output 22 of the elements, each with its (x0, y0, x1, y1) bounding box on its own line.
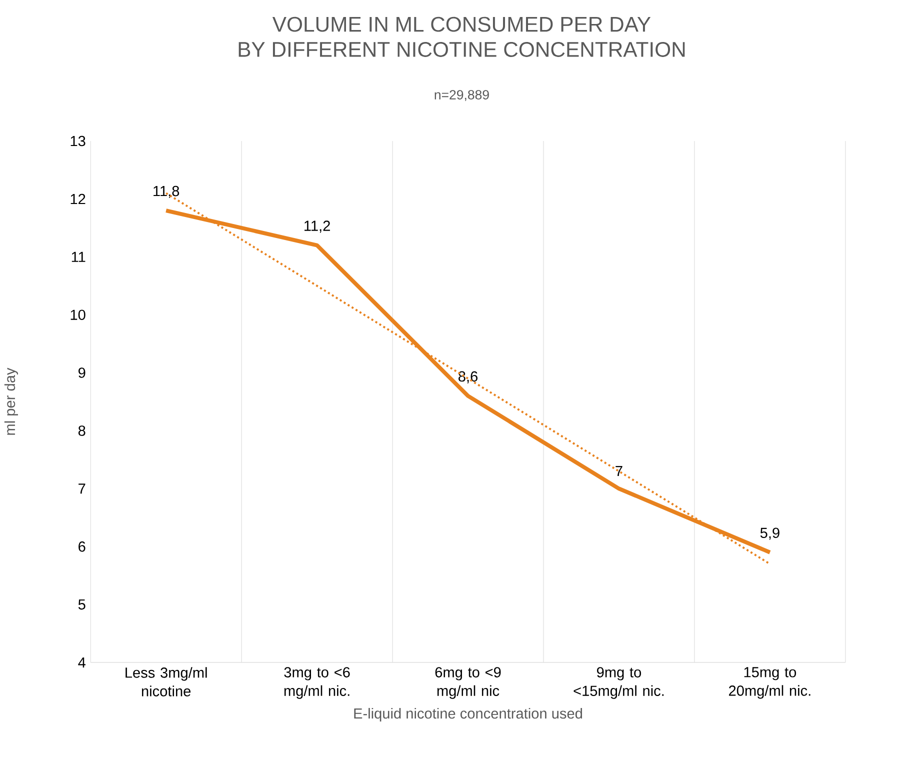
data-label: 5,9 (760, 528, 780, 540)
y-tick-label: 12 (70, 194, 86, 204)
x-tick-label: 15mg to 20mg/ml nic. (728, 667, 810, 699)
y-tick-label: 8 (78, 426, 86, 436)
y-tick-label: 10 (70, 310, 86, 320)
y-axis-title: ml per day (4, 368, 18, 435)
y-tick-label: 4 (78, 658, 86, 668)
x-axis-title: E-liquid nicotine concentration used (354, 708, 582, 722)
x-tick-label: 3mg to <6 mg/ml nic. (284, 667, 350, 699)
y-tick-label: 11 (72, 252, 86, 262)
chart-subtitle: n=29,889 (434, 90, 489, 102)
data-label: 11,8 (154, 186, 180, 198)
data-label: 11,2 (304, 220, 330, 233)
y-tick-label: 7 (78, 484, 86, 494)
chart-title: VOLUME IN ML CONSUMED PER DAY BY DIFFERENT NICOTINE CONCENTRATION (238, 16, 685, 58)
x-tick-label: 9mg to <15mg/ml nic. (574, 667, 664, 699)
y-tick-label: 6 (78, 542, 86, 552)
x-tick-label: 6mg to <9 mg/ml nic (435, 667, 501, 699)
y-tick-label: 9 (78, 368, 86, 378)
y-tick-label: 13 (70, 136, 86, 146)
x-tick-label: Less 3mg/ml nicotine (126, 667, 207, 697)
y-tick-label: 5 (78, 600, 86, 610)
